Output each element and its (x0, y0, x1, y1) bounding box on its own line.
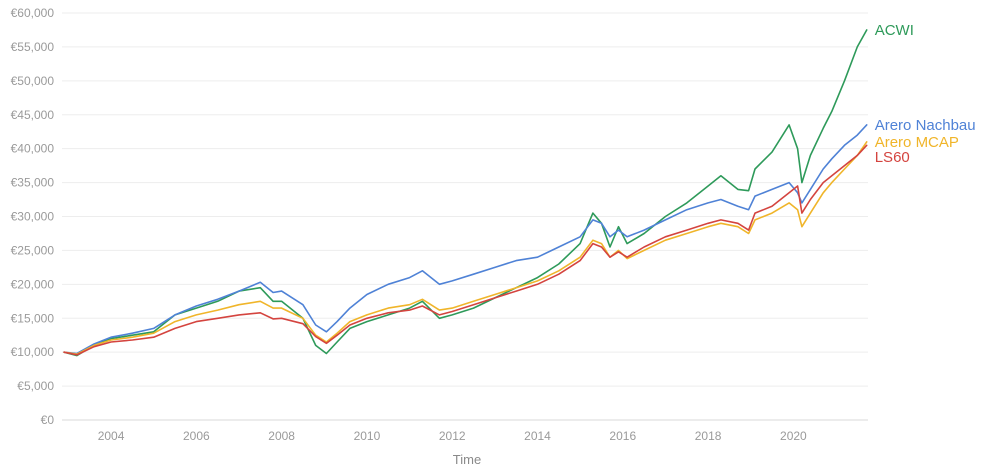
series-line-ls60 (63, 144, 868, 356)
y-tick-label: €30,000 (11, 210, 55, 224)
series-lines (63, 29, 868, 357)
y-tick-label: €60,000 (11, 6, 55, 20)
x-tick-label: 2014 (524, 429, 551, 443)
y-axis-tick-labels: €0 €5,000 €10,000 €15,000 €20,000 €25,000 €30,… (11, 6, 55, 427)
y-tick-label: €20,000 (11, 277, 55, 291)
series-label: LS60 (875, 149, 910, 166)
x-tick-label: 2010 (354, 429, 381, 443)
series-line-arero-mcap (63, 141, 868, 355)
series-line-arero-nachbau (63, 124, 868, 355)
x-axis-tick-labels: 2004 2006 2008 2010 2012 2014 2016 2018 2020 (98, 429, 807, 443)
x-tick-label: 2020 (780, 429, 807, 443)
series-label: ACWI (875, 22, 914, 39)
x-tick-label: 2008 (268, 429, 295, 443)
x-tick-label: 2006 (183, 429, 210, 443)
y-tick-label: €15,000 (11, 311, 55, 325)
x-axis-title: Time (453, 452, 481, 467)
y-tick-label: €55,000 (11, 40, 55, 54)
series-label: Arero MCAP (875, 134, 959, 151)
series-label: Arero Nachbau (875, 117, 976, 134)
y-tick-label: €40,000 (11, 142, 55, 156)
y-tick-label: €50,000 (11, 74, 55, 88)
y-tick-label: €0 (41, 413, 55, 427)
y-tick-label: €5,000 (17, 379, 54, 393)
x-tick-label: 2016 (609, 429, 636, 443)
y-tick-label: €45,000 (11, 108, 55, 122)
x-tick-label: 2018 (695, 429, 722, 443)
y-tick-label: €10,000 (11, 345, 55, 359)
x-tick-label: 2004 (98, 429, 125, 443)
y-tick-label: €25,000 (11, 243, 55, 257)
y-tick-label: €35,000 (11, 176, 55, 190)
y-gridlines (62, 12, 868, 387)
x-tick-label: 2012 (439, 429, 466, 443)
